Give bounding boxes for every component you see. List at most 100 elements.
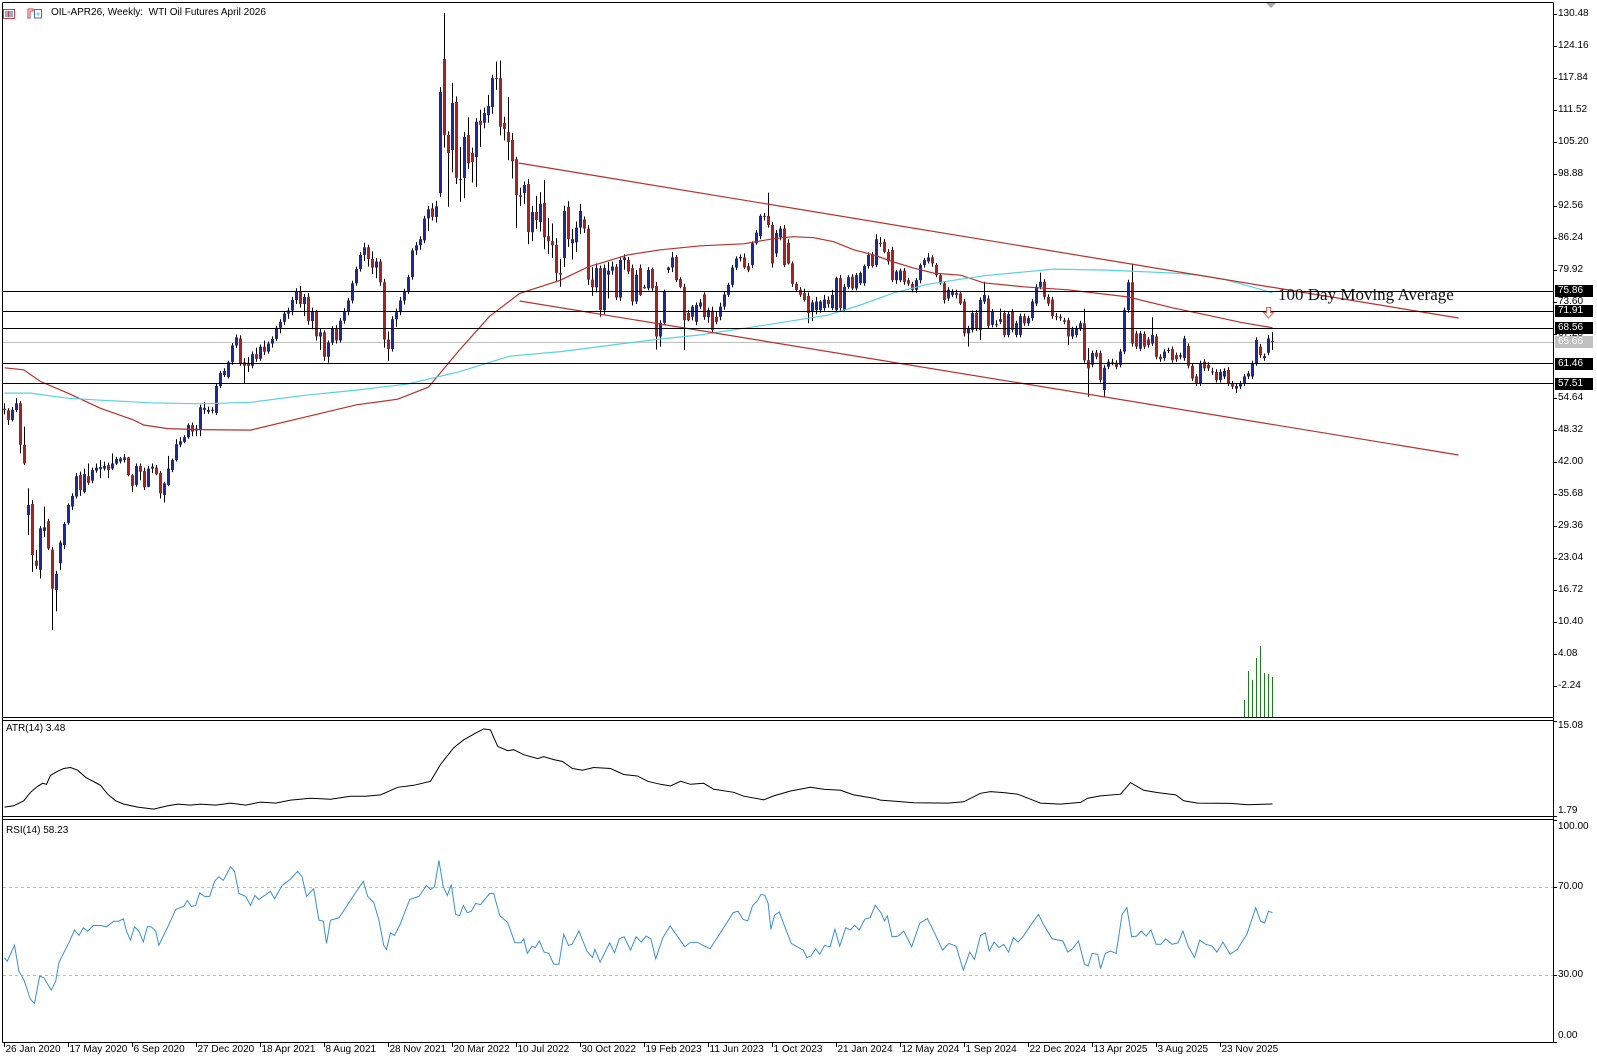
bullish-candle-body[interactable] [399,300,402,313]
bullish-candle-body[interactable] [439,91,442,194]
bullish-candle-body[interactable] [339,320,342,341]
bearish-candle-body[interactable] [639,268,642,295]
bearish-candle-body[interactable] [799,289,802,295]
bullish-candle-body[interactable] [695,305,698,322]
bullish-candle-body[interactable] [991,311,994,325]
bearish-candle-body[interactable] [743,257,746,268]
bullish-candle-body[interactable] [451,103,454,151]
bullish-candle-body[interactable] [203,407,206,410]
bearish-candle-body[interactable] [47,521,50,549]
bearish-candle-body[interactable] [1099,353,1102,380]
bearish-candle-body[interactable] [143,471,146,488]
bearish-candle-body[interactable] [959,293,962,304]
bullish-candle-body[interactable] [99,467,102,470]
bearish-candle-body[interactable] [1055,316,1058,318]
bullish-candle-body[interactable] [347,300,350,312]
bullish-candle-body[interactable] [759,215,762,237]
channel-lower-trendline[interactable] [519,300,1459,456]
bearish-candle-body[interactable] [987,298,990,326]
bullish-candle-body[interactable] [483,113,486,123]
bullish-candle-body[interactable] [427,209,430,219]
bearish-candle-body[interactable] [1135,333,1138,347]
bullish-candle-body[interactable] [183,437,186,442]
bullish-candle-body[interactable] [15,403,18,410]
bullish-candle-body[interactable] [1163,351,1166,359]
bullish-candle-body[interactable] [1027,318,1030,324]
bearish-candle-body[interactable] [1271,341,1274,343]
bullish-candle-body[interactable] [83,474,86,492]
bullish-candle-body[interactable] [419,239,422,246]
bullish-candle-body[interactable] [1031,301,1034,319]
bullish-candle-body[interactable] [111,463,114,469]
bearish-candle-body[interactable] [383,282,386,340]
bearish-candle-body[interactable] [795,283,798,290]
bullish-candle-body[interactable] [163,483,166,495]
bearish-candle-body[interactable] [791,263,794,284]
bearish-candle-body[interactable] [787,242,790,264]
bullish-candle-body[interactable] [875,239,878,265]
bearish-candle-body[interactable] [907,280,910,284]
rsi-line[interactable] [4,860,1273,1005]
bullish-candle-body[interactable] [607,270,610,275]
bearish-candle-body[interactable] [763,215,766,217]
bullish-candle-body[interactable] [915,280,918,290]
bearish-candle-body[interactable] [1023,316,1026,324]
bearish-candle-body[interactable] [379,261,382,283]
bullish-candle-body[interactable] [283,313,286,322]
bearish-candle-body[interactable] [519,195,522,197]
bullish-candle-body[interactable] [355,269,358,284]
chart-properties-icon[interactable] [27,6,43,19]
bearish-candle-body[interactable] [879,242,882,244]
bullish-candle-body[interactable] [1247,373,1250,377]
bearish-candle-body[interactable] [643,286,646,289]
bearish-candle-body[interactable] [371,259,374,268]
bullish-candle-body[interactable] [1107,361,1110,367]
bullish-candle-body[interactable] [867,254,870,266]
bearish-candle-body[interactable] [155,467,158,475]
bullish-candle-body[interactable] [267,343,270,352]
bearish-candle-body[interactable] [243,362,246,366]
bullish-candle-body[interactable] [407,277,410,291]
bearish-candle-body[interactable] [1227,369,1230,384]
bullish-candle-body[interactable] [271,339,274,344]
bullish-candle-body[interactable] [231,345,234,363]
bullish-candle-body[interactable] [1007,314,1010,335]
bullish-candle-body[interactable] [835,278,838,311]
bullish-candle-body[interactable] [475,121,478,158]
bullish-candle-body[interactable] [755,232,758,244]
chart-shift-marker-icon[interactable] [1266,3,1276,8]
bullish-candle-body[interactable] [291,300,294,311]
bullish-candle-body[interactable] [863,266,866,284]
bullish-candle-body[interactable] [115,459,118,464]
bearish-candle-body[interactable] [499,78,502,127]
bearish-candle-body[interactable] [1051,299,1054,317]
bearish-candle-body[interactable] [683,286,686,321]
bearish-candle-body[interactable] [555,244,558,274]
bearish-candle-body[interactable] [1147,339,1150,346]
bullish-candle-body[interactable] [463,136,466,178]
bearish-candle-body[interactable] [1171,349,1174,361]
bearish-candle-body[interactable] [527,184,530,233]
bullish-candle-body[interactable] [1243,376,1246,384]
bullish-candle-body[interactable] [667,267,670,271]
bullish-candle-body[interactable] [55,573,58,591]
bullish-candle-body[interactable] [971,313,974,330]
bearish-candle-body[interactable] [31,504,34,556]
bearish-candle-body[interactable] [871,254,874,266]
bullish-candle-body[interactable] [187,425,190,438]
bullish-candle-body[interactable] [671,257,674,268]
bearish-candle-body[interactable] [587,228,590,280]
bullish-candle-body[interactable] [899,270,902,281]
bearish-candle-body[interactable] [3,408,6,411]
bullish-candle-body[interactable] [563,210,566,258]
bearish-candle-body[interactable] [1011,311,1014,330]
bullish-candle-body[interactable] [919,265,922,281]
bearish-candle-body[interactable] [807,295,810,314]
bullish-candle-body[interactable] [71,495,74,507]
bearish-candle-body[interactable] [627,260,630,272]
bullish-candle-body[interactable] [635,274,638,302]
bullish-candle-body[interactable] [423,218,426,241]
bearish-candle-body[interactable] [827,300,830,305]
bullish-candle-body[interactable] [539,203,542,222]
bullish-candle-body[interactable] [951,291,954,295]
